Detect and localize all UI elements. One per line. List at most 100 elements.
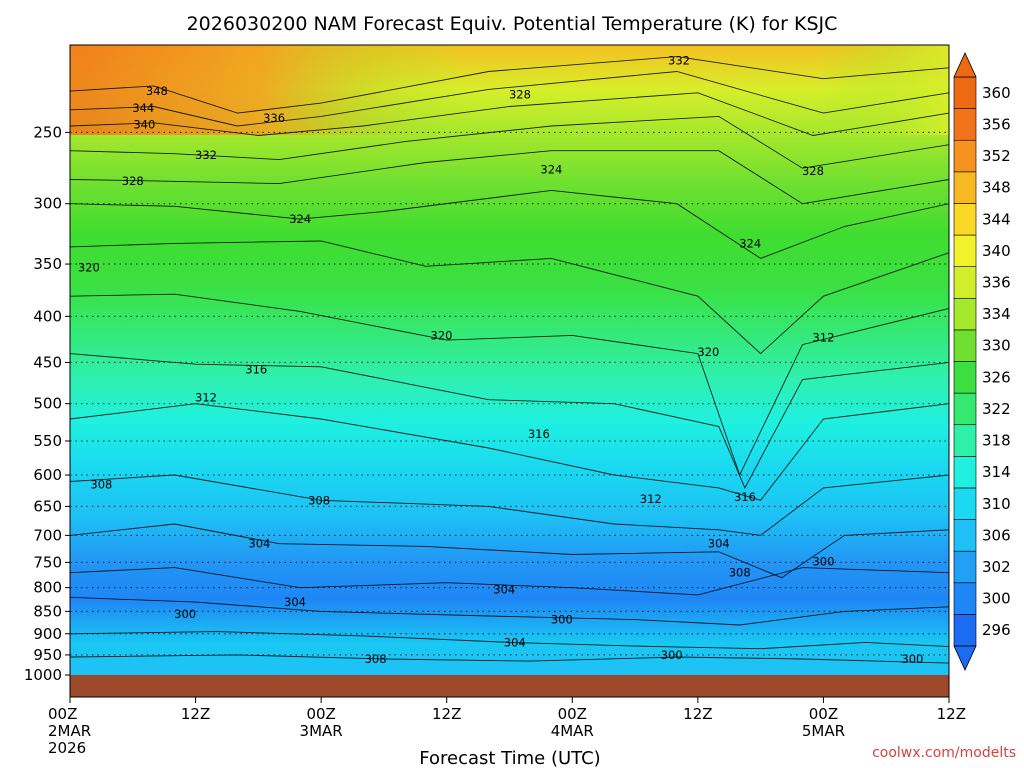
grid-lines <box>70 131 949 656</box>
contour-line <box>70 56 949 114</box>
colorbar-label: 296 <box>982 621 1011 639</box>
colorbar-label: 336 <box>982 273 1011 291</box>
colorbar-swatch <box>953 203 977 236</box>
contour-line <box>70 240 949 355</box>
y-tick-label: 700 <box>33 526 62 544</box>
colorbar-swatch <box>953 361 977 394</box>
colorbar-label: 360 <box>982 84 1011 102</box>
plot-frame <box>69 44 950 698</box>
colorbar-label: 348 <box>982 179 1011 197</box>
colorbar-swatch <box>953 297 977 331</box>
contour-label: 300 <box>551 613 573 627</box>
contour-line <box>70 474 949 536</box>
colorbar-label: 310 <box>982 495 1011 513</box>
y-tick-label: 900 <box>33 625 62 643</box>
contour-label: 300 <box>901 652 923 666</box>
y-tick-label: 600 <box>33 466 62 484</box>
ground-surface <box>70 675 949 697</box>
contour-label: 320 <box>78 260 100 274</box>
contour-label: 324 <box>289 212 311 226</box>
contour-label: 308 <box>729 566 751 580</box>
contour-lines <box>70 56 949 664</box>
contour-label: 300 <box>812 554 834 568</box>
colorbar-max-arrow <box>953 52 977 78</box>
colorbar-swatch <box>953 139 977 173</box>
colorbar-swatch <box>953 550 977 584</box>
colorbar-label: 340 <box>982 242 1011 260</box>
contour-label: 344 <box>132 101 154 115</box>
contour-label: 308 <box>365 652 387 666</box>
x-tick-label: 12Z <box>432 705 461 723</box>
y-tick-label: 400 <box>33 307 62 325</box>
contour-label: 308 <box>90 478 112 492</box>
x-tick-label: 00Z <box>48 705 77 723</box>
contour-label: 348 <box>146 84 168 98</box>
colorbar-swatch <box>953 234 977 267</box>
colorbar-swatch <box>953 582 977 615</box>
y-tick-label: 800 <box>33 579 62 597</box>
plot-area: 348 344 340 336 332 328 332 328 324 324 328 324 320 3… <box>69 44 950 698</box>
colorbar-swatch <box>953 171 977 204</box>
colorbar: 296 300 302 306 310 314 318 322 326 330 334 336 340 3… <box>953 52 1011 671</box>
contour-label: 336 <box>263 111 285 125</box>
y-tick-label: 650 <box>33 497 62 515</box>
contour-line <box>70 567 949 596</box>
contour-line <box>70 654 949 664</box>
chart-title: 2026030200 NAM Forecast Equiv. Potential… <box>187 13 838 35</box>
x-axis-label: Forecast Time (UTC) <box>419 748 600 768</box>
credit-text: coolwx.com/modelts <box>872 745 1016 761</box>
contour-line <box>70 71 949 127</box>
x-tick-date-label: 4MAR <box>551 722 594 740</box>
x-tick-label: 12Z <box>181 705 210 723</box>
x-tick-label: 12Z <box>937 705 966 723</box>
upper-warm-shading <box>70 45 949 135</box>
theta-e-field <box>70 45 949 675</box>
colorbar-swatch <box>953 108 977 141</box>
contour-label: 332 <box>195 148 217 162</box>
y-tick-label: 450 <box>33 353 62 371</box>
contour-label: 328 <box>122 174 144 188</box>
y-tick-label: 350 <box>33 255 62 273</box>
colorbar-label: 334 <box>982 305 1011 323</box>
contour-label: 324 <box>540 163 562 177</box>
x-tick-label: 12Z <box>683 705 712 723</box>
y-tick-label: 1000 <box>24 666 62 684</box>
colorbar-swatch <box>953 392 977 426</box>
contour-line <box>70 596 949 626</box>
colorbar-label: 322 <box>982 400 1011 418</box>
colorbar-label: 318 <box>982 432 1011 450</box>
contour-line <box>70 189 949 259</box>
contour-label: 340 <box>133 117 155 131</box>
contour-label: 304 <box>708 537 730 551</box>
contour-label: 312 <box>812 330 834 344</box>
contour-label: 328 <box>509 88 531 102</box>
colorbar-label: 300 <box>982 590 1011 608</box>
colorbar-swatch <box>953 329 977 362</box>
contour-label: 316 <box>245 362 267 376</box>
contour-line <box>70 115 949 169</box>
contour-line <box>70 92 949 136</box>
contour-label: 316 <box>734 490 756 504</box>
y-tick-label: 750 <box>33 553 62 571</box>
contour-label: 320 <box>697 345 719 359</box>
y-tick-label: 300 <box>33 195 62 213</box>
x-tick-label: 00Z <box>809 705 838 723</box>
contour-label: 304 <box>504 635 526 649</box>
contour-label: 312 <box>195 390 217 404</box>
y-tick-label: 250 <box>33 123 62 141</box>
colorbar-swatch <box>953 424 977 457</box>
colorbar-swatch <box>953 519 977 552</box>
contour-label: 300 <box>661 648 683 662</box>
colorbar-label: 356 <box>982 115 1011 133</box>
colorbar-swatch <box>953 487 977 520</box>
contour-label: 320 <box>431 328 453 342</box>
contour-label: 324 <box>739 236 761 250</box>
contour-label: 312 <box>640 492 662 506</box>
contour-line <box>70 150 949 205</box>
contour-line <box>70 353 949 489</box>
contour-label: 308 <box>308 493 330 507</box>
colorbar-swatch <box>953 76 977 109</box>
y-tick-label: 850 <box>33 602 62 620</box>
contour-line <box>70 523 949 579</box>
